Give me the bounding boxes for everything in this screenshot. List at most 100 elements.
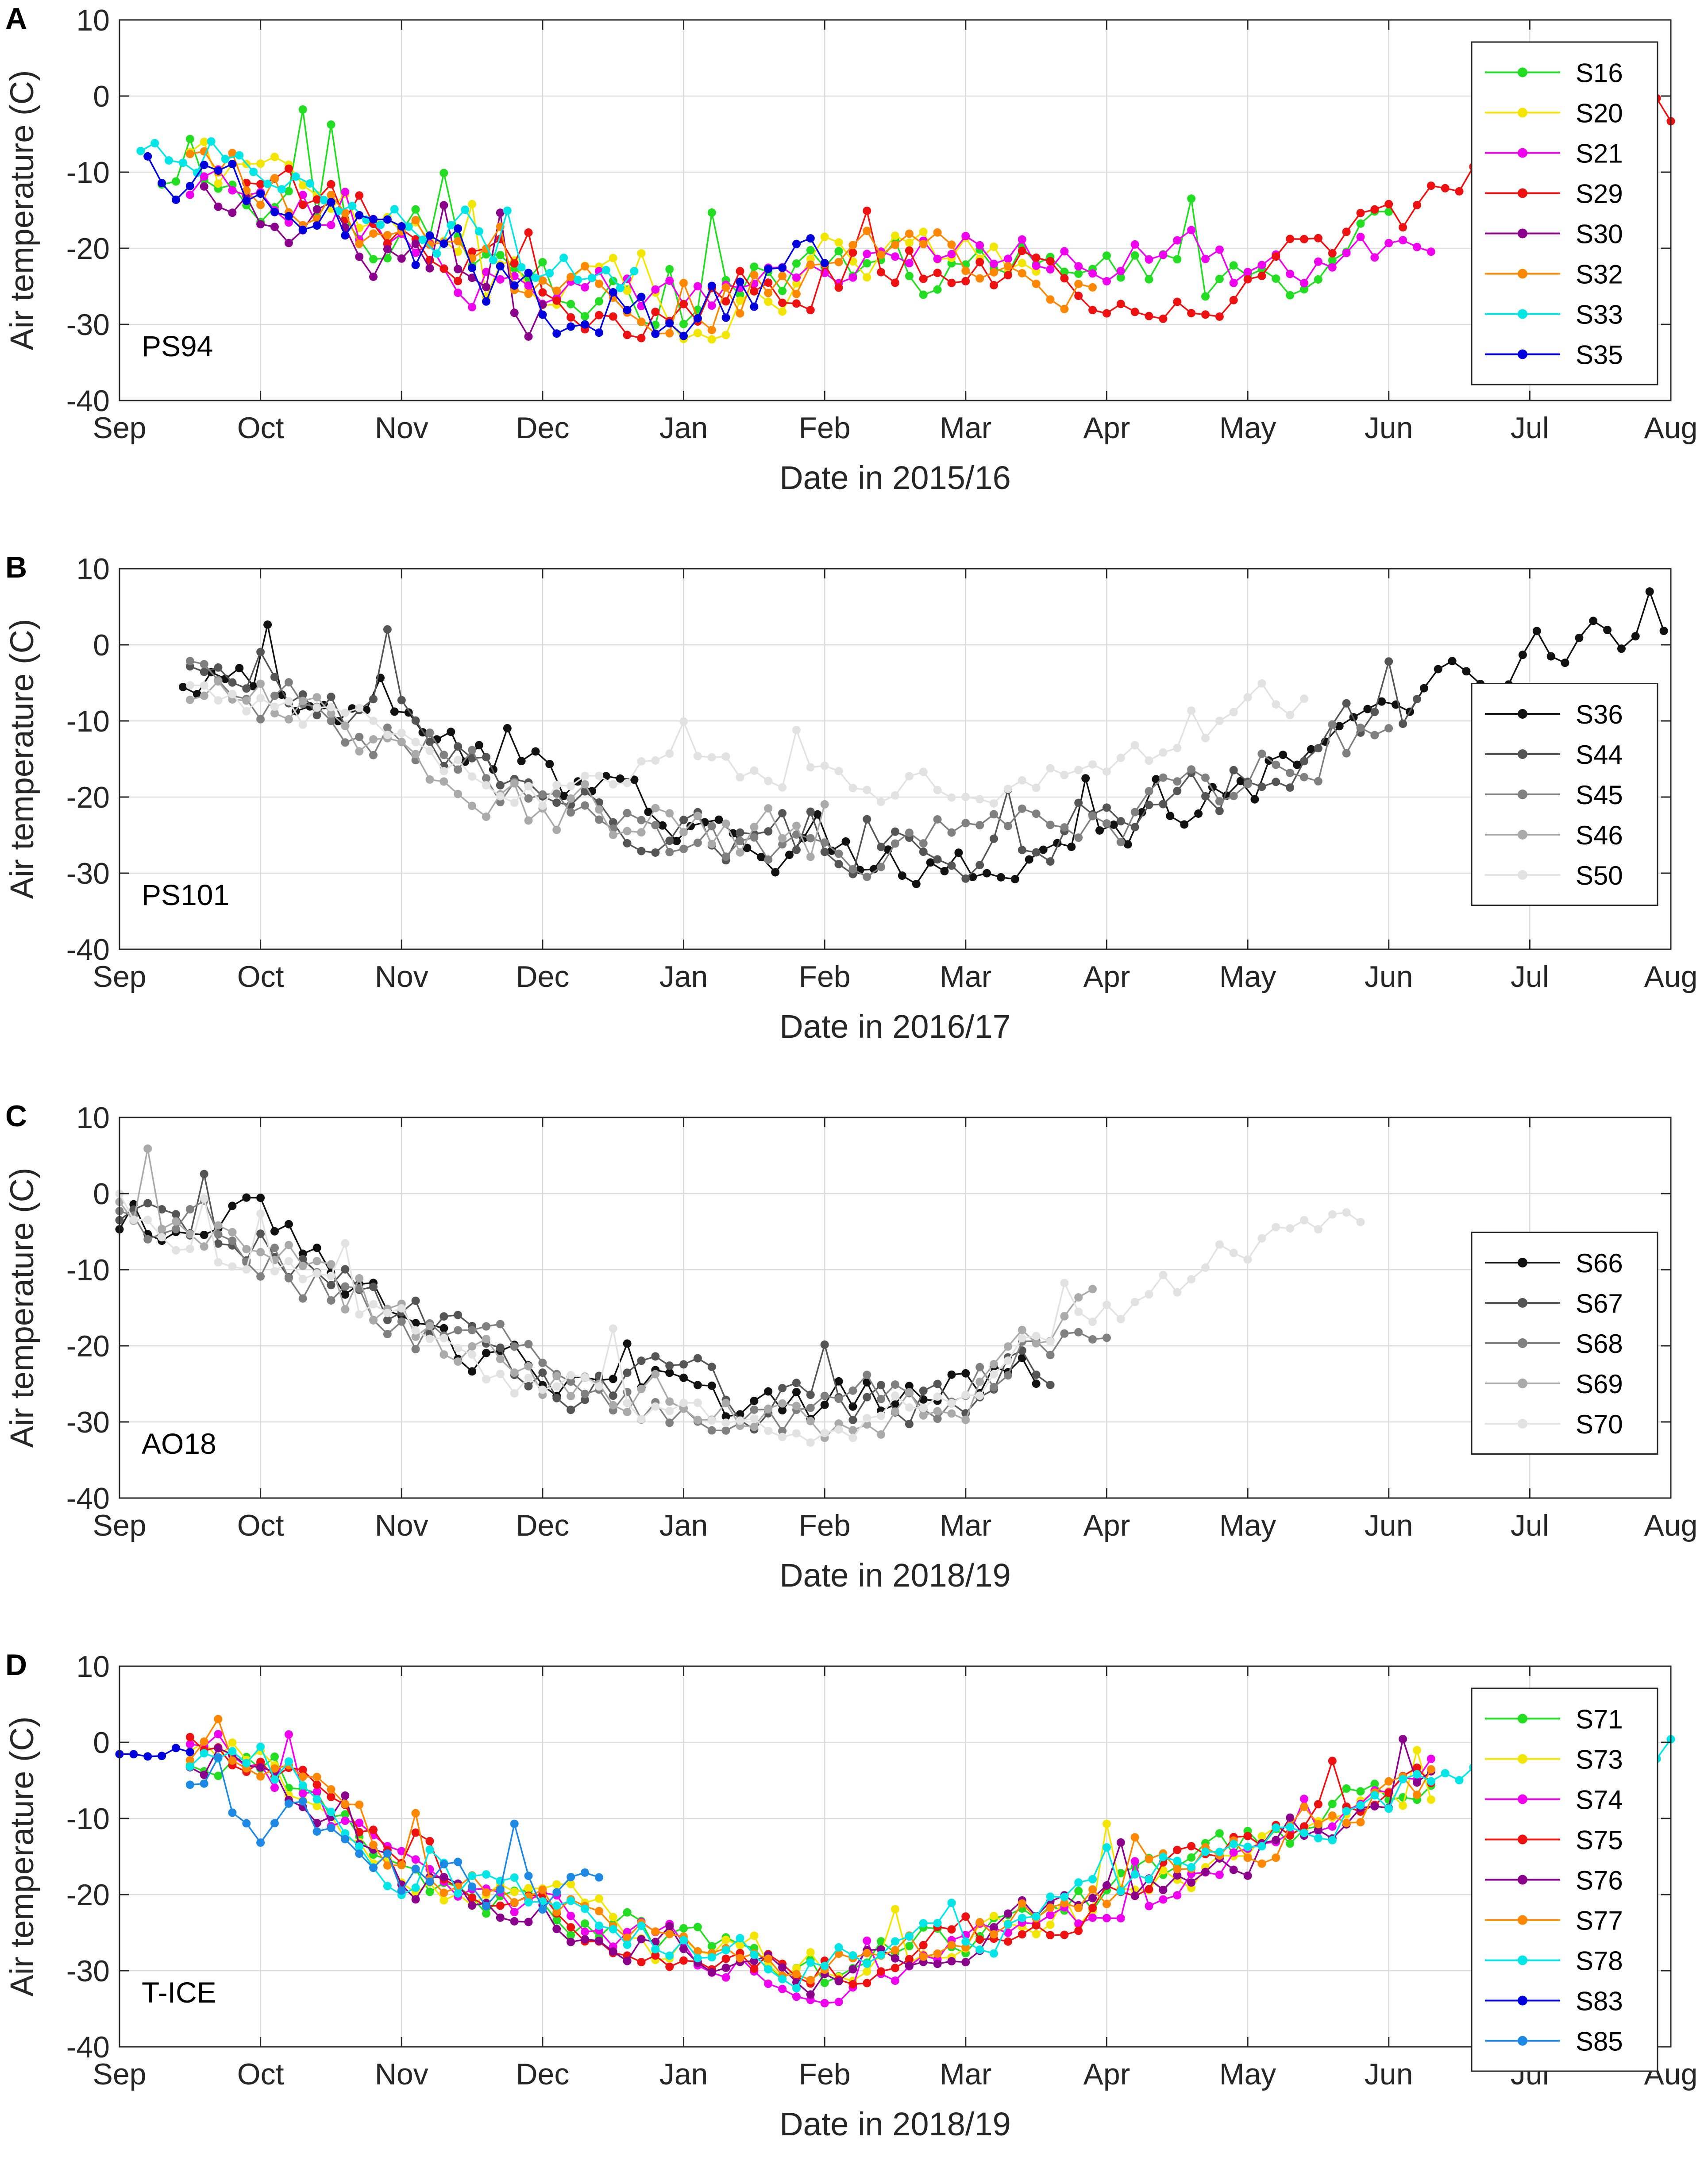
data-point — [581, 1927, 589, 1936]
panel-label: A — [5, 2, 27, 35]
data-point — [214, 1730, 223, 1738]
data-point — [665, 1361, 674, 1370]
legend-box — [1471, 41, 1658, 385]
data-point — [1060, 1892, 1069, 1901]
data-point — [961, 1912, 970, 1921]
data-point — [1455, 187, 1464, 196]
x-tick-label: Sep — [93, 411, 146, 445]
y-tick-label: -30 — [66, 1406, 110, 1439]
data-point — [1645, 587, 1654, 596]
data-point — [637, 1356, 646, 1365]
data-point — [312, 693, 321, 702]
data-point — [439, 1860, 448, 1868]
data-point — [594, 1894, 603, 1903]
data-point — [1314, 234, 1322, 243]
data-point — [185, 1230, 194, 1238]
data-point — [1300, 757, 1308, 766]
x-tick-label: Apr — [1083, 1509, 1130, 1542]
data-point — [355, 1310, 364, 1319]
data-point — [185, 190, 194, 199]
data-point — [1074, 292, 1083, 300]
data-point — [355, 1849, 364, 1858]
data-point — [1088, 283, 1097, 292]
data-point — [214, 677, 223, 686]
data-point — [228, 1228, 237, 1236]
legend-label: S67 — [1576, 1289, 1623, 1318]
data-point — [1116, 273, 1125, 282]
data-point — [298, 690, 307, 699]
y-tick-label: -40 — [66, 933, 110, 967]
data-point — [228, 149, 237, 158]
data-point — [200, 1771, 208, 1779]
x-tick-label: Aug — [1644, 960, 1698, 994]
data-point — [298, 1765, 307, 1774]
data-point — [172, 1246, 180, 1255]
data-point — [764, 1954, 773, 1963]
data-point — [284, 218, 293, 227]
data-point — [721, 1954, 730, 1963]
data-point — [736, 836, 744, 845]
data-point — [1060, 770, 1069, 779]
data-point — [623, 286, 632, 295]
data-point — [510, 1898, 519, 1907]
data-point — [1257, 1234, 1266, 1243]
data-point — [1229, 792, 1238, 801]
chart-svg: Sep Oct Nov Dec Jan Feb Mar Apr May Jun Jul Aug-40-… — [4, 1648, 1698, 2142]
data-point — [975, 274, 984, 283]
data-point — [298, 200, 307, 209]
legend-marker — [1518, 1875, 1527, 1885]
data-point — [933, 285, 942, 294]
data-point — [567, 1406, 575, 1414]
data-point — [454, 237, 463, 246]
data-point — [877, 843, 886, 851]
data-point — [1130, 1870, 1139, 1879]
data-point — [1018, 1930, 1026, 1939]
data-point — [1116, 300, 1125, 308]
data-point — [975, 821, 984, 830]
data-point — [581, 1904, 589, 1913]
data-point — [439, 239, 448, 248]
data-point — [609, 288, 617, 297]
data-point — [383, 215, 392, 224]
legend-marker — [1518, 108, 1527, 118]
legend-marker — [1518, 1794, 1527, 1804]
data-point — [341, 721, 350, 730]
legend-label: S75 — [1576, 1826, 1623, 1855]
data-point — [567, 1923, 575, 1932]
data-point — [990, 1930, 998, 1939]
data-point — [665, 265, 674, 273]
data-point — [454, 247, 463, 256]
x-tick-label: Nov — [375, 2057, 428, 2091]
data-point — [806, 807, 815, 816]
data-point — [587, 273, 596, 282]
data-point — [1426, 1777, 1435, 1786]
data-point — [298, 1294, 307, 1303]
data-point — [270, 1783, 279, 1792]
x-tick-label: Jun — [1365, 960, 1413, 994]
data-point — [926, 858, 935, 867]
x-tick-label: Mar — [940, 411, 991, 445]
data-point — [567, 1937, 575, 1946]
data-point — [298, 105, 307, 114]
data-point — [200, 172, 208, 181]
data-point — [256, 694, 265, 702]
data-point — [1215, 716, 1224, 725]
data-point — [623, 809, 632, 817]
data-point — [454, 277, 463, 285]
data-point — [1201, 292, 1210, 301]
data-point — [1328, 263, 1337, 272]
data-point — [1046, 1911, 1055, 1919]
data-point — [454, 790, 463, 798]
data-point — [1032, 783, 1041, 792]
data-point — [905, 1420, 914, 1429]
data-point — [327, 709, 335, 718]
data-point — [665, 1418, 674, 1427]
data-point — [221, 154, 230, 163]
data-point — [1201, 310, 1210, 319]
data-point — [1103, 1914, 1111, 1922]
data-point — [1272, 700, 1280, 709]
data-point — [510, 798, 519, 807]
data-point — [997, 873, 1005, 882]
data-point — [341, 738, 350, 747]
data-point — [270, 153, 279, 162]
